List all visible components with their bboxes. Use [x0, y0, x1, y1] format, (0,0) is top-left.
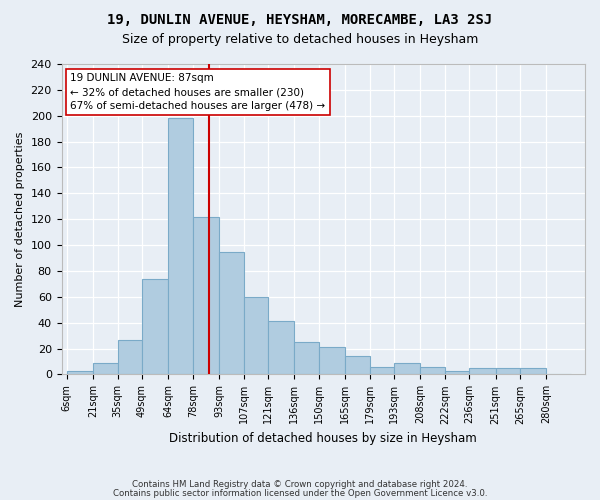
Bar [445, 370, 469, 374]
X-axis label: Distribution of detached houses by size in Heysham: Distribution of detached houses by size … [169, 432, 477, 445]
Bar [370, 366, 394, 374]
Bar [169, 118, 193, 374]
Bar [193, 216, 219, 374]
Bar [118, 340, 142, 374]
Bar [394, 363, 421, 374]
Bar [319, 348, 345, 374]
Bar [67, 370, 93, 374]
Bar [268, 322, 295, 374]
Text: Size of property relative to detached houses in Heysham: Size of property relative to detached ho… [122, 32, 478, 46]
Bar [244, 297, 268, 374]
Bar [142, 278, 169, 374]
Text: Contains HM Land Registry data © Crown copyright and database right 2024.: Contains HM Land Registry data © Crown c… [132, 480, 468, 489]
Text: 19 DUNLIN AVENUE: 87sqm
← 32% of detached houses are smaller (230)
67% of semi-d: 19 DUNLIN AVENUE: 87sqm ← 32% of detache… [70, 73, 325, 111]
Text: 19, DUNLIN AVENUE, HEYSHAM, MORECAMBE, LA3 2SJ: 19, DUNLIN AVENUE, HEYSHAM, MORECAMBE, L… [107, 12, 493, 26]
Bar [469, 368, 496, 374]
Bar [295, 342, 319, 374]
Bar [520, 368, 547, 374]
Bar [219, 252, 244, 374]
Bar [421, 366, 445, 374]
Bar [496, 368, 520, 374]
Bar [345, 356, 370, 374]
Bar [93, 363, 118, 374]
Text: Contains public sector information licensed under the Open Government Licence v3: Contains public sector information licen… [113, 488, 487, 498]
Y-axis label: Number of detached properties: Number of detached properties [15, 132, 25, 307]
